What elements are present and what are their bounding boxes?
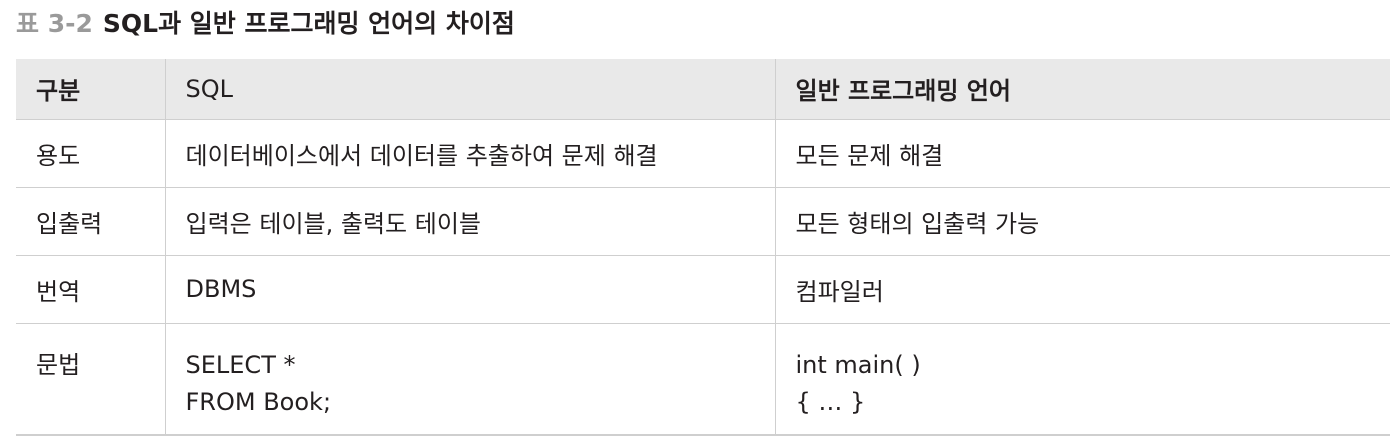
table-row: 용도 데이터베이스에서 데이터를 추출하여 문제 해결 모든 문제 해결 bbox=[16, 119, 1390, 188]
table-header-row: 구분 SQL 일반 프로그래밍 언어 bbox=[16, 59, 1390, 120]
row-label: 용도 bbox=[16, 119, 165, 188]
sql-cell: SELECT * FROM Book; bbox=[164, 323, 775, 436]
table-row: 번역 DBMS 컴파일러 bbox=[16, 255, 1390, 324]
sql-syntax-line: FROM Book; bbox=[185, 387, 332, 416]
sql-cell: DBMS bbox=[164, 255, 775, 324]
row-label: 문법 bbox=[16, 323, 165, 436]
sql-syntax-line: SELECT * bbox=[185, 350, 296, 379]
table-row: 문법 SELECT * FROM Book; int main( ) { … } bbox=[16, 323, 1390, 436]
sql-cell: 입력은 테이블, 출력도 테이블 bbox=[164, 187, 775, 256]
header-sql: SQL bbox=[164, 59, 775, 120]
table-number: 표 3-2 bbox=[16, 9, 93, 38]
general-cell: 모든 형태의 입출력 가능 bbox=[774, 187, 1390, 256]
general-cell: int main( ) { … } bbox=[774, 323, 1390, 436]
table-caption: 표 3-2 SQL과 일반 프로그래밍 언어의 차이점 bbox=[16, 8, 515, 40]
row-label: 번역 bbox=[16, 255, 165, 324]
table-title: SQL과 일반 프로그래밍 언어의 차이점 bbox=[102, 9, 515, 38]
header-general-language: 일반 프로그래밍 언어 bbox=[774, 59, 1390, 120]
general-syntax-line: { … } bbox=[795, 387, 866, 416]
comparison-table: 구분 SQL 일반 프로그래밍 언어 용도 데이터베이스에서 데이터를 추출하여… bbox=[16, 59, 1390, 436]
general-cell: 모든 문제 해결 bbox=[774, 119, 1390, 188]
sql-cell: 데이터베이스에서 데이터를 추출하여 문제 해결 bbox=[164, 119, 775, 188]
table-row: 입출력 입력은 테이블, 출력도 테이블 모든 형태의 입출력 가능 bbox=[16, 187, 1390, 256]
row-label: 입출력 bbox=[16, 187, 165, 256]
general-syntax-line: int main( ) bbox=[795, 350, 921, 379]
general-cell: 컴파일러 bbox=[774, 255, 1390, 324]
header-category: 구분 bbox=[16, 59, 165, 120]
